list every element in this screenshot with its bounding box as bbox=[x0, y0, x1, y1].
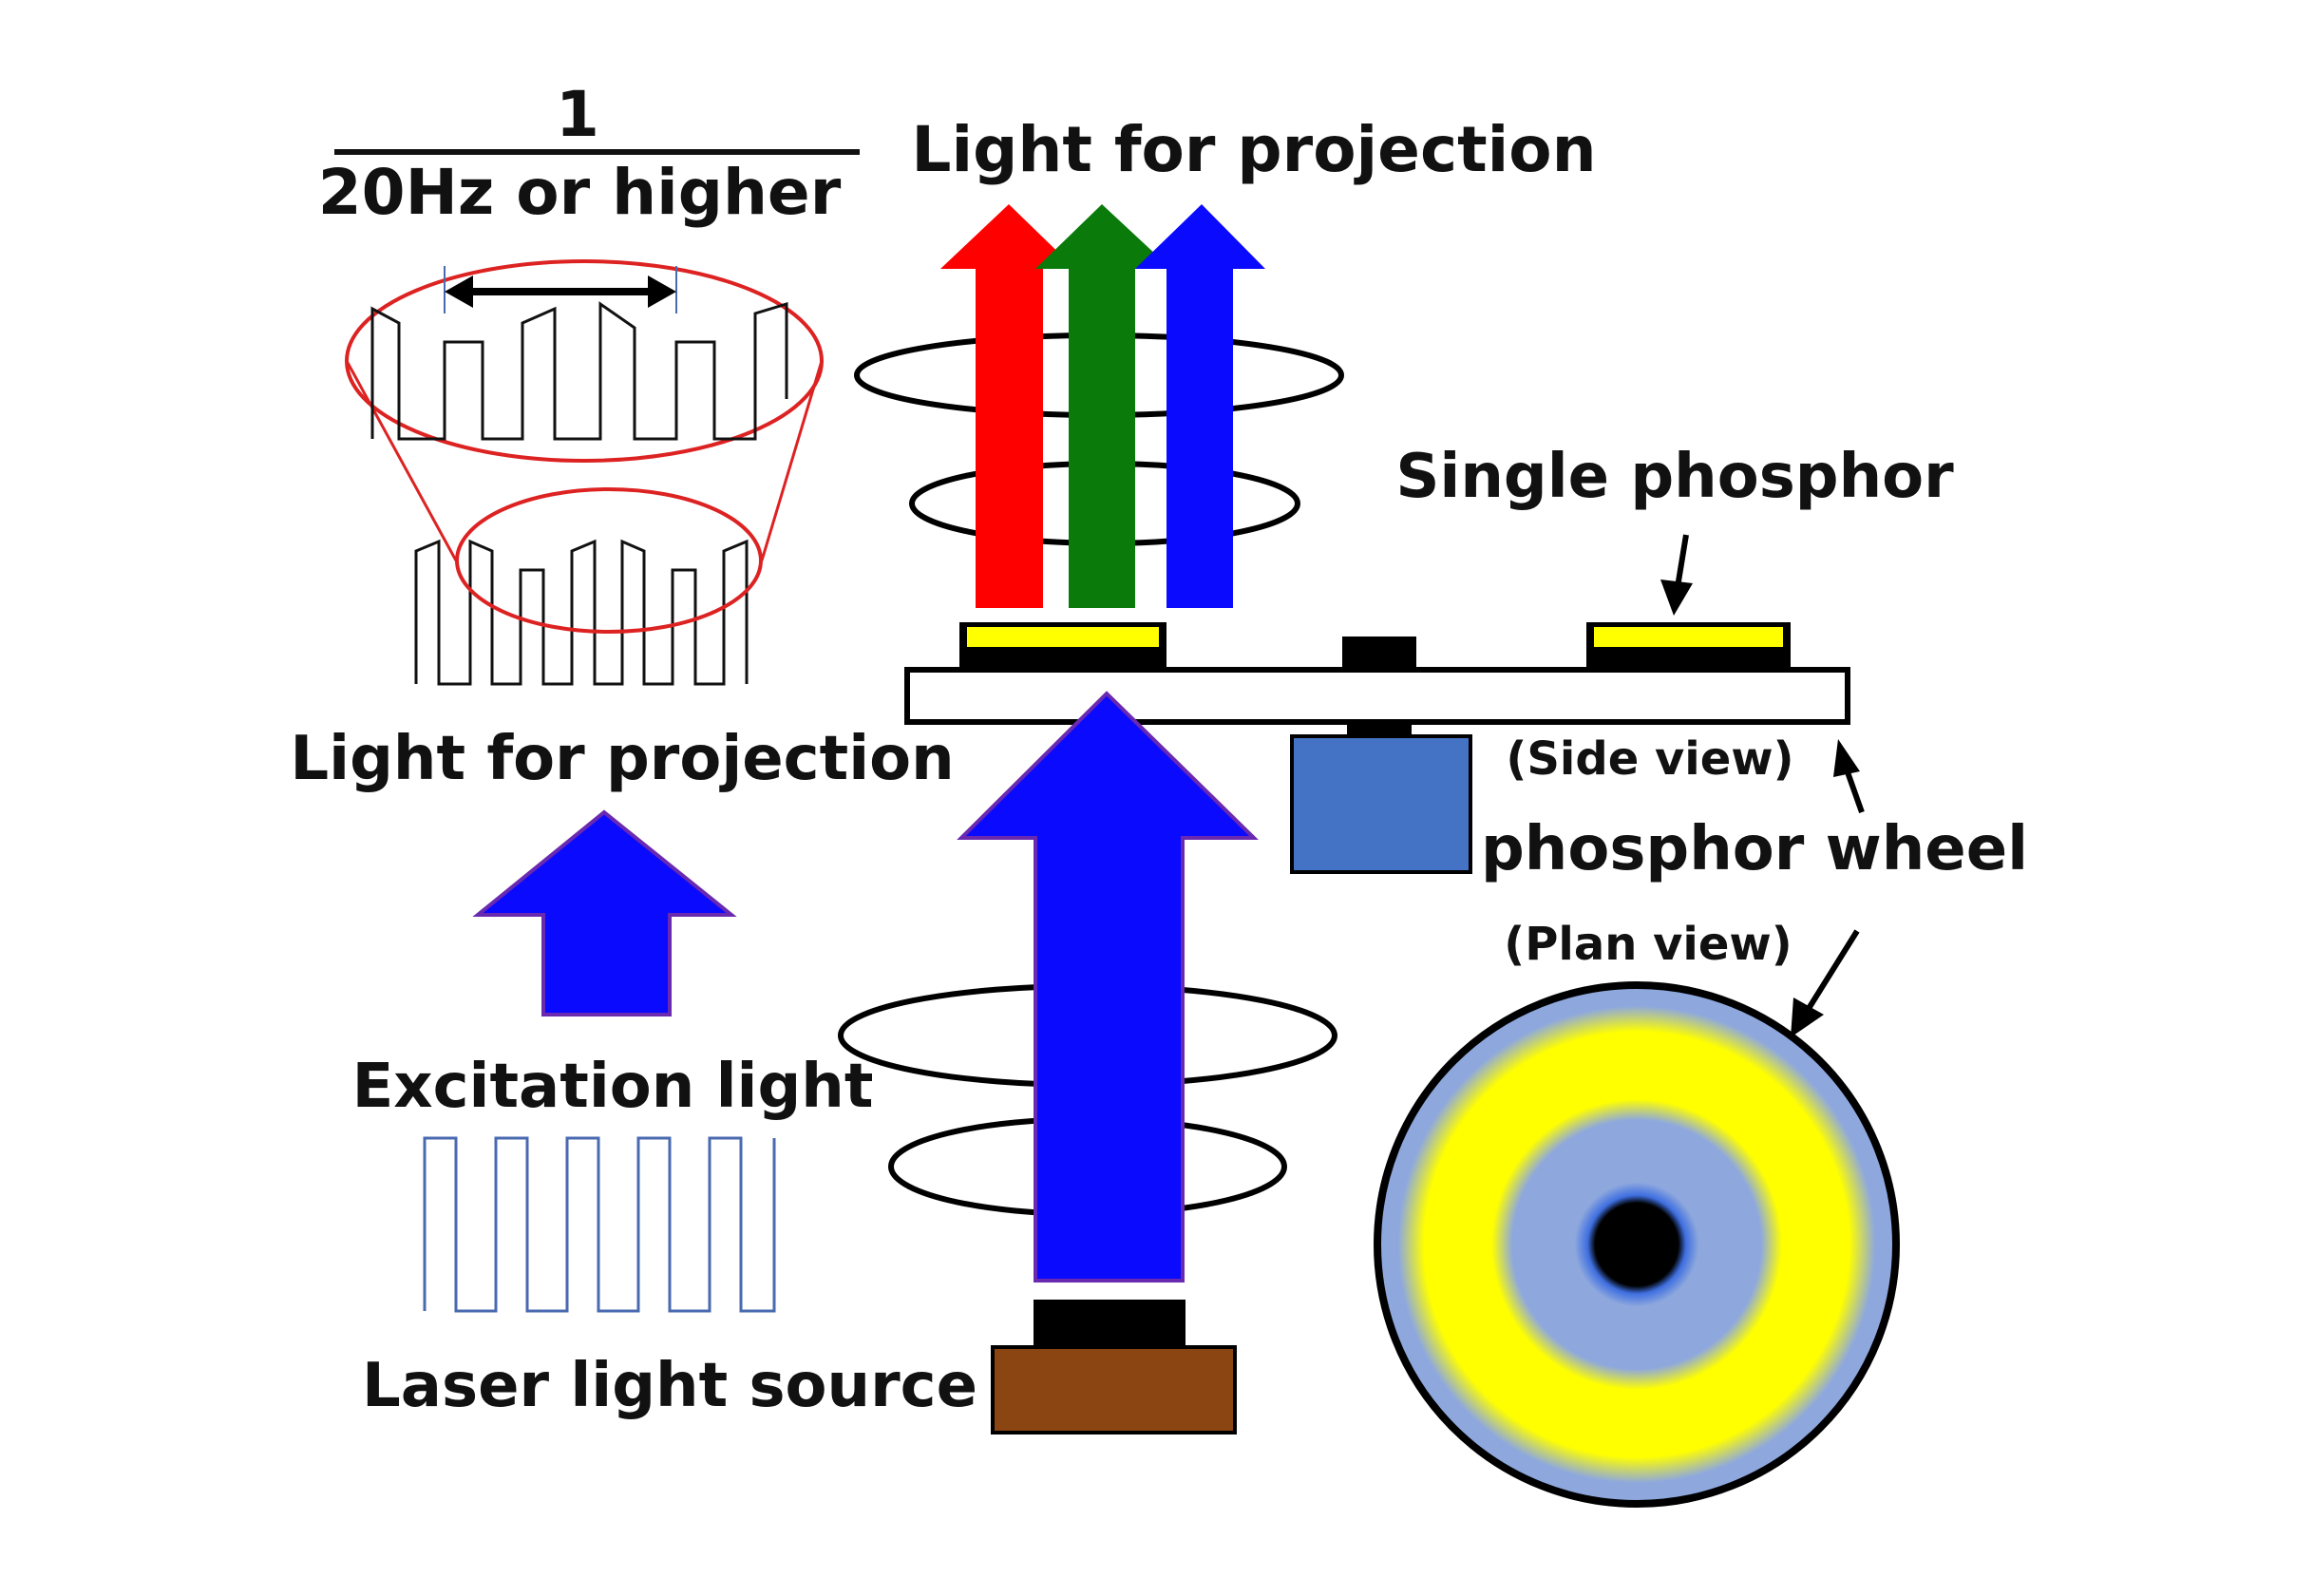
magnified-pulses bbox=[370, 301, 788, 441]
magnifier-right-line bbox=[760, 360, 824, 561]
rgb-projection-arrows-icon bbox=[940, 204, 1265, 608]
magnified-pulse-waveform bbox=[345, 259, 824, 686]
light-for-projection-top-label: Light for projection bbox=[911, 113, 1596, 186]
phosphor-wheel-plan-view-icon bbox=[1374, 981, 1900, 1508]
period-double-arrow bbox=[445, 276, 676, 308]
excitation-square-wave bbox=[423, 1136, 776, 1313]
right-phosphor-strip bbox=[1594, 627, 1783, 647]
excitation-light-label: Excitation light bbox=[352, 1052, 874, 1122]
hub-top bbox=[1342, 636, 1416, 670]
plan-view-pointer-arrow bbox=[1791, 929, 1860, 1037]
green-light-arrow bbox=[1035, 204, 1171, 608]
magnifier-left-line bbox=[345, 360, 458, 561]
excitation-up-arrow-icon bbox=[472, 809, 737, 1016]
motor-icon bbox=[1290, 734, 1472, 874]
magnifier-large-ellipse bbox=[345, 259, 824, 463]
fraction-denominator: 20Hz or higher bbox=[318, 156, 842, 229]
fraction-numerator: 1 bbox=[556, 78, 599, 151]
light-for-projection-left-label: Light for projection bbox=[290, 724, 954, 794]
laser-emitter bbox=[1034, 1300, 1185, 1352]
phosphor-wheel-label: phosphor wheel bbox=[1481, 814, 2028, 884]
red-light-arrow bbox=[940, 204, 1075, 608]
side-view-label: (Side view) bbox=[1506, 732, 1793, 786]
phosphor-wheel-side-view bbox=[904, 622, 1850, 874]
laser-light-source-label: Laser light source bbox=[362, 1351, 977, 1421]
plan-view-label: (Plan view) bbox=[1504, 918, 1792, 971]
magnifier-small-ellipse bbox=[455, 487, 763, 634]
blue-light-arrow bbox=[1135, 204, 1265, 608]
wheel-disc-side bbox=[904, 667, 1850, 725]
single-phosphor-label: Single phosphor bbox=[1395, 442, 1954, 512]
excitation-beam-arrow-icon bbox=[957, 691, 1259, 1282]
laser-base bbox=[991, 1345, 1237, 1434]
left-phosphor-strip bbox=[967, 627, 1159, 647]
frequency-fraction: 1 20Hz or higher bbox=[318, 78, 860, 229]
wheel-disc-plan bbox=[1374, 981, 1900, 1508]
single-phosphor-pointer-arrow bbox=[1660, 534, 1693, 616]
side-view-pointer-arrow bbox=[1833, 739, 1865, 814]
small-pulses bbox=[414, 539, 749, 686]
laser-light-source-icon bbox=[991, 1300, 1237, 1434]
